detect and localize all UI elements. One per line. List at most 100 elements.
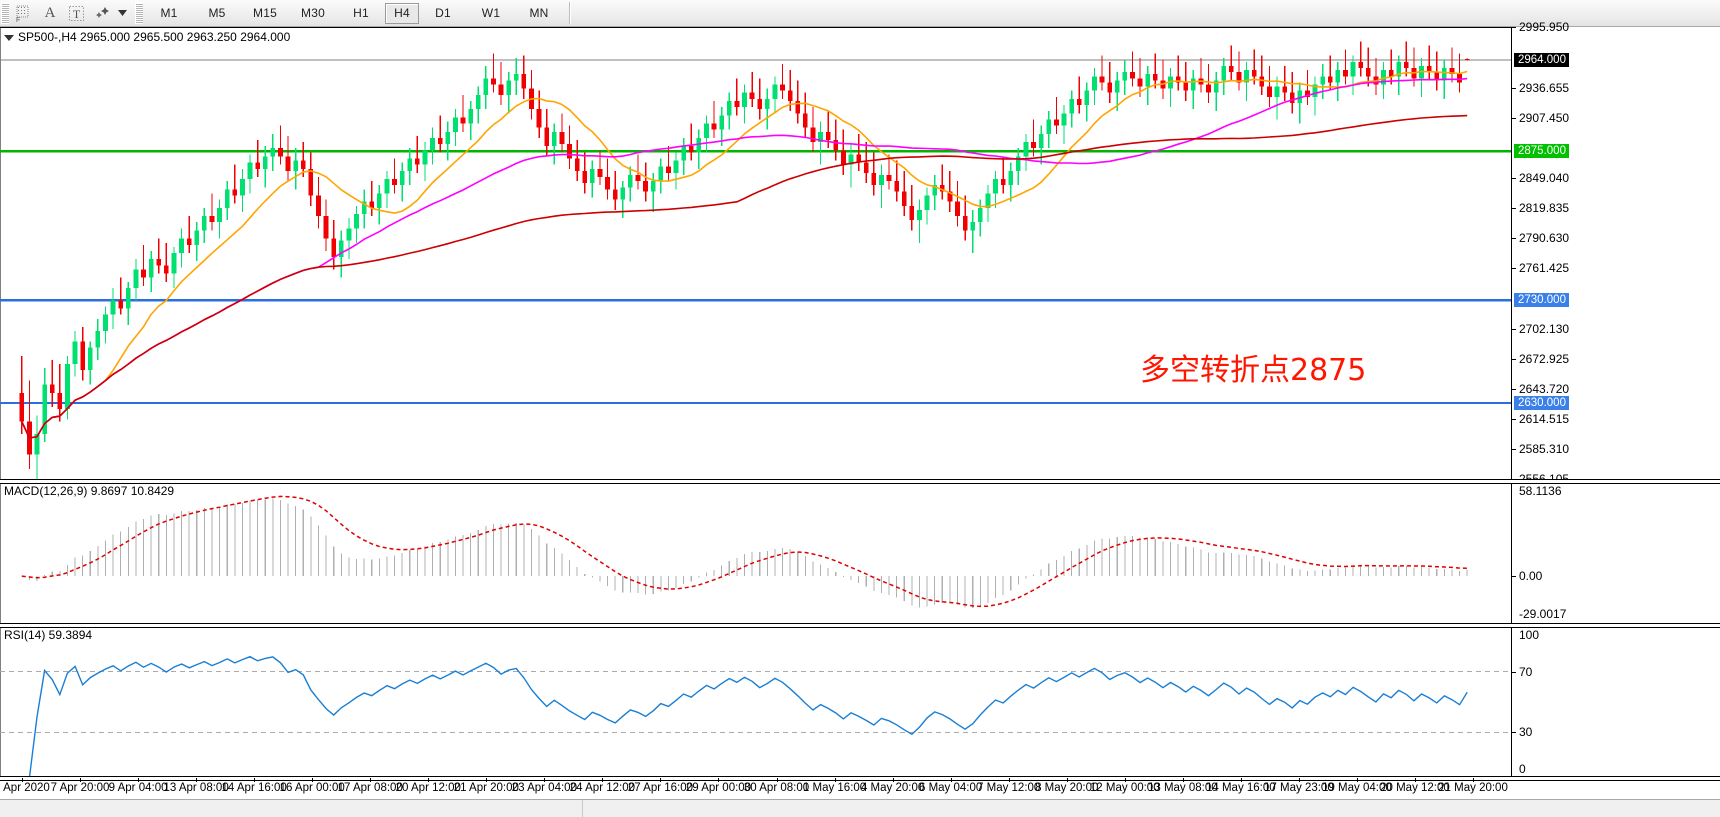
- crosshair-periodic-icon[interactable]: F: [11, 2, 37, 25]
- timeframe-d1[interactable]: D1: [435, 6, 451, 20]
- time-axis-tick: [1298, 778, 1300, 782]
- price-axis[interactable]: 2995.950 2964.000 2936.655 2907.450 2875.000…: [1511, 20, 1720, 486]
- time-axis-label: 29 Apr 00:00: [685, 782, 752, 794]
- templates-icon[interactable]: [89, 2, 115, 25]
- time-axis-label: 21 May 20:00: [1438, 782, 1508, 794]
- timeframe-m15[interactable]: M15: [253, 6, 277, 20]
- text-object-icon[interactable]: T: [63, 2, 89, 25]
- time-axis-label: 6 May 04:00: [918, 782, 983, 794]
- time-axis-label: 6 Apr 2020: [0, 782, 50, 794]
- time-axis-label: 23 Apr 04:00: [511, 782, 577, 794]
- rsi-axis[interactable]: 100 70 30 0: [1511, 626, 1720, 778]
- time-axis-tick: [138, 778, 140, 782]
- rsi-bottom-separator: [0, 776, 1720, 781]
- price-axis-tick: 2585.310: [1512, 442, 1569, 456]
- time-axis-label: 8 May 20:00: [1035, 782, 1099, 794]
- timeframe-h1[interactable]: H1: [353, 6, 369, 20]
- time-axis-label: 24 Apr 12:00: [569, 782, 636, 794]
- timeframe-m30[interactable]: M30: [301, 6, 325, 20]
- timeframe-toolbar-handle[interactable]: [135, 2, 143, 24]
- time-axis-label: 27 Apr 16:00: [627, 782, 694, 794]
- macd-panel[interactable]: 58.1136 0.00 -29.0017 MACD(12,26,9) 9.8697…: [0, 482, 1720, 623]
- time-axis-tick: [1473, 778, 1474, 782]
- price-axis-tick: 2790.630: [1512, 231, 1569, 245]
- time-axis-tick: [1066, 778, 1068, 782]
- status-bar: [0, 799, 1720, 817]
- macd-plot[interactable]: [0, 482, 1511, 623]
- text-label-icon[interactable]: A: [44, 4, 56, 21]
- time-axis-tick: [1124, 778, 1126, 782]
- time-axis-tick: [544, 778, 546, 782]
- time-axis-label: 4 May 20:00: [860, 782, 925, 794]
- macd-axis-tick: 0.00: [1512, 569, 1542, 583]
- time-axis-tick: [196, 778, 198, 782]
- toolbar-end-divider: [569, 2, 571, 24]
- timeframe-m1[interactable]: M1: [160, 6, 178, 20]
- price-axis-tick: 2614.515: [1512, 412, 1569, 426]
- price-axis-tick: 2761.425: [1512, 261, 1569, 275]
- time-axis-label: 21 Apr 20:00: [453, 782, 519, 794]
- level-price-tag: 2875.000: [1514, 144, 1569, 159]
- toolbar-drag-handle[interactable]: [1, 2, 9, 24]
- svg-text:T: T: [72, 7, 80, 21]
- timeframe-h4[interactable]: H4: [385, 2, 419, 24]
- toolbar: F A T M1 M5 M15 M30 H1 H4 D1 W1 MN: [0, 0, 1720, 27]
- macd-axis-tick: 58.1136: [1519, 484, 1562, 498]
- level-price-tag: 2630.000: [1514, 396, 1569, 411]
- time-axis-label: 17 Apr 08:00: [337, 782, 403, 794]
- chart-annotation-text: 多空转折点2875: [1140, 353, 1367, 388]
- time-axis-label: 16 Apr 00:00: [279, 782, 345, 794]
- time-axis-tick: [80, 778, 82, 782]
- dropdown-arrow-icon[interactable]: [115, 2, 129, 25]
- time-axis-tick: [312, 778, 314, 782]
- chart-area[interactable]: 2995.950 2964.000 2936.655 2907.450 2875.000…: [0, 20, 1720, 817]
- rsi-label: RSI(14) 59.3894: [4, 628, 93, 642]
- time-axis-tick: [1008, 778, 1010, 782]
- price-axis-tick: 2643.720: [1512, 382, 1569, 396]
- timeframe-mn[interactable]: MN: [529, 6, 549, 20]
- price-axis-tick: 2819.835: [1512, 201, 1569, 215]
- time-axis-tick: [486, 778, 488, 782]
- symbol-ohlc-label: SP500-,H4 2965.000 2965.500 2963.250 296…: [4, 30, 290, 44]
- time-axis-label: 9 Apr 04:00: [108, 782, 168, 794]
- time-axis-tick: [892, 778, 894, 782]
- level-price-tag: 2730.000: [1514, 293, 1569, 308]
- timeframe-w1[interactable]: W1: [481, 6, 501, 20]
- time-axis-tick: [1240, 778, 1242, 782]
- time-axis-tick: [602, 778, 604, 782]
- time-axis-tick: [1414, 778, 1416, 782]
- time-axis-label: 7 Apr 20:00: [50, 782, 110, 794]
- price-axis-tick: 2672.925: [1512, 352, 1569, 366]
- collapse-triangle-icon[interactable]: [4, 34, 14, 41]
- rsi-panel[interactable]: 100 70 30 0 RSI(14) 59.3894: [0, 626, 1720, 778]
- price-axis-tick: 2907.450: [1512, 111, 1569, 125]
- time-axis-tick: [776, 778, 778, 782]
- time-axis-tick: [1356, 778, 1358, 782]
- rsi-axis-tick: 70: [1512, 665, 1532, 679]
- rsi-axis-tick: 0: [1519, 762, 1526, 776]
- time-axis-label: 20 Apr 12:00: [395, 782, 461, 794]
- macd-rsi-separator: [0, 623, 1720, 628]
- price-panel[interactable]: 2995.950 2964.000 2936.655 2907.450 2875.000…: [0, 20, 1720, 486]
- price-plot[interactable]: [0, 27, 1511, 479]
- price-axis-tick: 2995.950: [1512, 20, 1569, 34]
- time-axis-tick: [950, 778, 952, 782]
- time-axis-tick: [834, 778, 836, 782]
- time-axis-tick: [254, 778, 256, 782]
- price-axis-tick: 2849.040: [1512, 171, 1569, 185]
- rsi-axis-tick: 100: [1519, 628, 1540, 642]
- time-axis-label: 7 May 12:00: [977, 782, 1041, 794]
- status-cell-1: [0, 800, 233, 817]
- rsi-plot[interactable]: [0, 626, 1511, 778]
- price-axis-tick: 2936.655: [1512, 81, 1569, 95]
- macd-label: MACD(12,26,9) 9.8697 10.8429: [4, 484, 175, 498]
- time-axis-tick: [718, 778, 720, 782]
- macd-axis-tick: -29.0017: [1519, 607, 1567, 621]
- time-axis-tick: [22, 778, 23, 782]
- macd-axis[interactable]: 58.1136 0.00 -29.0017: [1511, 482, 1720, 623]
- time-axis-tick: [428, 778, 430, 782]
- time-axis-tick: [370, 778, 372, 782]
- timeframe-m5[interactable]: M5: [208, 6, 226, 20]
- rsi-axis-tick: 30: [1512, 725, 1532, 739]
